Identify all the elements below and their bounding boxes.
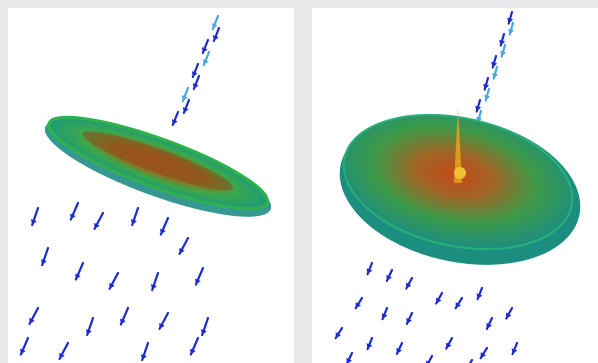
flow-vector-head: [483, 83, 490, 90]
flow-visualization-left: [8, 8, 294, 363]
flow-vector-head: [476, 293, 483, 300]
flow-vector-head: [70, 213, 76, 220]
flow-vector-head: [366, 343, 373, 350]
flow-vector-head: [94, 222, 100, 229]
flow-vector-head: [386, 274, 392, 281]
disc-right: [339, 108, 581, 265]
flow-vector-head: [120, 318, 126, 325]
flow-vector-head: [29, 317, 35, 324]
flow-vector-head: [181, 95, 188, 102]
flow-vector-head: [140, 354, 147, 361]
flow-vector-head: [160, 228, 166, 235]
flow-vector-head: [381, 313, 388, 320]
flow-vector-head: [446, 342, 452, 349]
flow-vector-head: [109, 282, 115, 289]
flow-vector-head: [212, 35, 219, 42]
flow-vector-head: [59, 352, 65, 359]
flow-vector-head: [179, 247, 185, 254]
flow-vector-head: [480, 352, 486, 359]
flow-vector-head: [192, 83, 199, 90]
flow-vector-head: [211, 23, 218, 30]
flow-vector-head: [511, 348, 518, 355]
flow-vector-head: [500, 50, 507, 57]
disc-left: [44, 115, 272, 217]
flow-vector-head: [171, 119, 178, 126]
flow-vector-head: [190, 348, 196, 355]
flow-vector-head: [30, 219, 37, 226]
flow-vector-head: [40, 259, 47, 266]
flow-vector-head: [486, 322, 492, 329]
flow-vector-head: [355, 302, 361, 309]
flow-vector-head: [195, 278, 201, 285]
flow-vector-head: [491, 61, 498, 68]
flow-vectors-left: [19, 14, 221, 362]
flow-vector-head: [475, 105, 482, 112]
flow-vector-head: [159, 322, 165, 329]
flow-vector: [426, 354, 434, 363]
flow-vector-head: [499, 39, 506, 46]
left-visualization-canvas: [19, 14, 272, 362]
flow-vector-head: [85, 329, 92, 336]
flow-vector-head: [406, 282, 412, 289]
flow-vector-head: [200, 329, 207, 336]
flow-vector-head: [507, 17, 514, 24]
flow-vector-head: [508, 28, 515, 35]
flow-vector-head: [484, 94, 491, 101]
flow-vector-head: [506, 312, 512, 319]
flow-vector-head: [455, 302, 461, 309]
flow-vector-head: [436, 297, 442, 304]
flow-vector-head: [335, 332, 341, 339]
flow-vector-head: [406, 317, 412, 324]
flow-vector-head: [492, 72, 499, 79]
flow-vector-head: [191, 71, 198, 78]
flow-vector-head: [150, 284, 157, 291]
right-visualization-canvas: [334, 10, 581, 363]
flow-vector-head: [426, 360, 431, 363]
flow-vector-head: [130, 219, 137, 226]
flow-vector-head: [75, 273, 81, 280]
flow-vector-head: [20, 348, 26, 355]
flow-vector-head: [366, 268, 373, 275]
flow-vector-head: [346, 357, 352, 363]
flow-vector-head: [182, 107, 189, 114]
flow-vector: [468, 358, 474, 363]
flow-vector-head: [201, 47, 208, 54]
flow-vector-head: [396, 347, 402, 354]
flow-visualization-right: [312, 8, 598, 363]
flow-vector-head: [202, 59, 209, 66]
